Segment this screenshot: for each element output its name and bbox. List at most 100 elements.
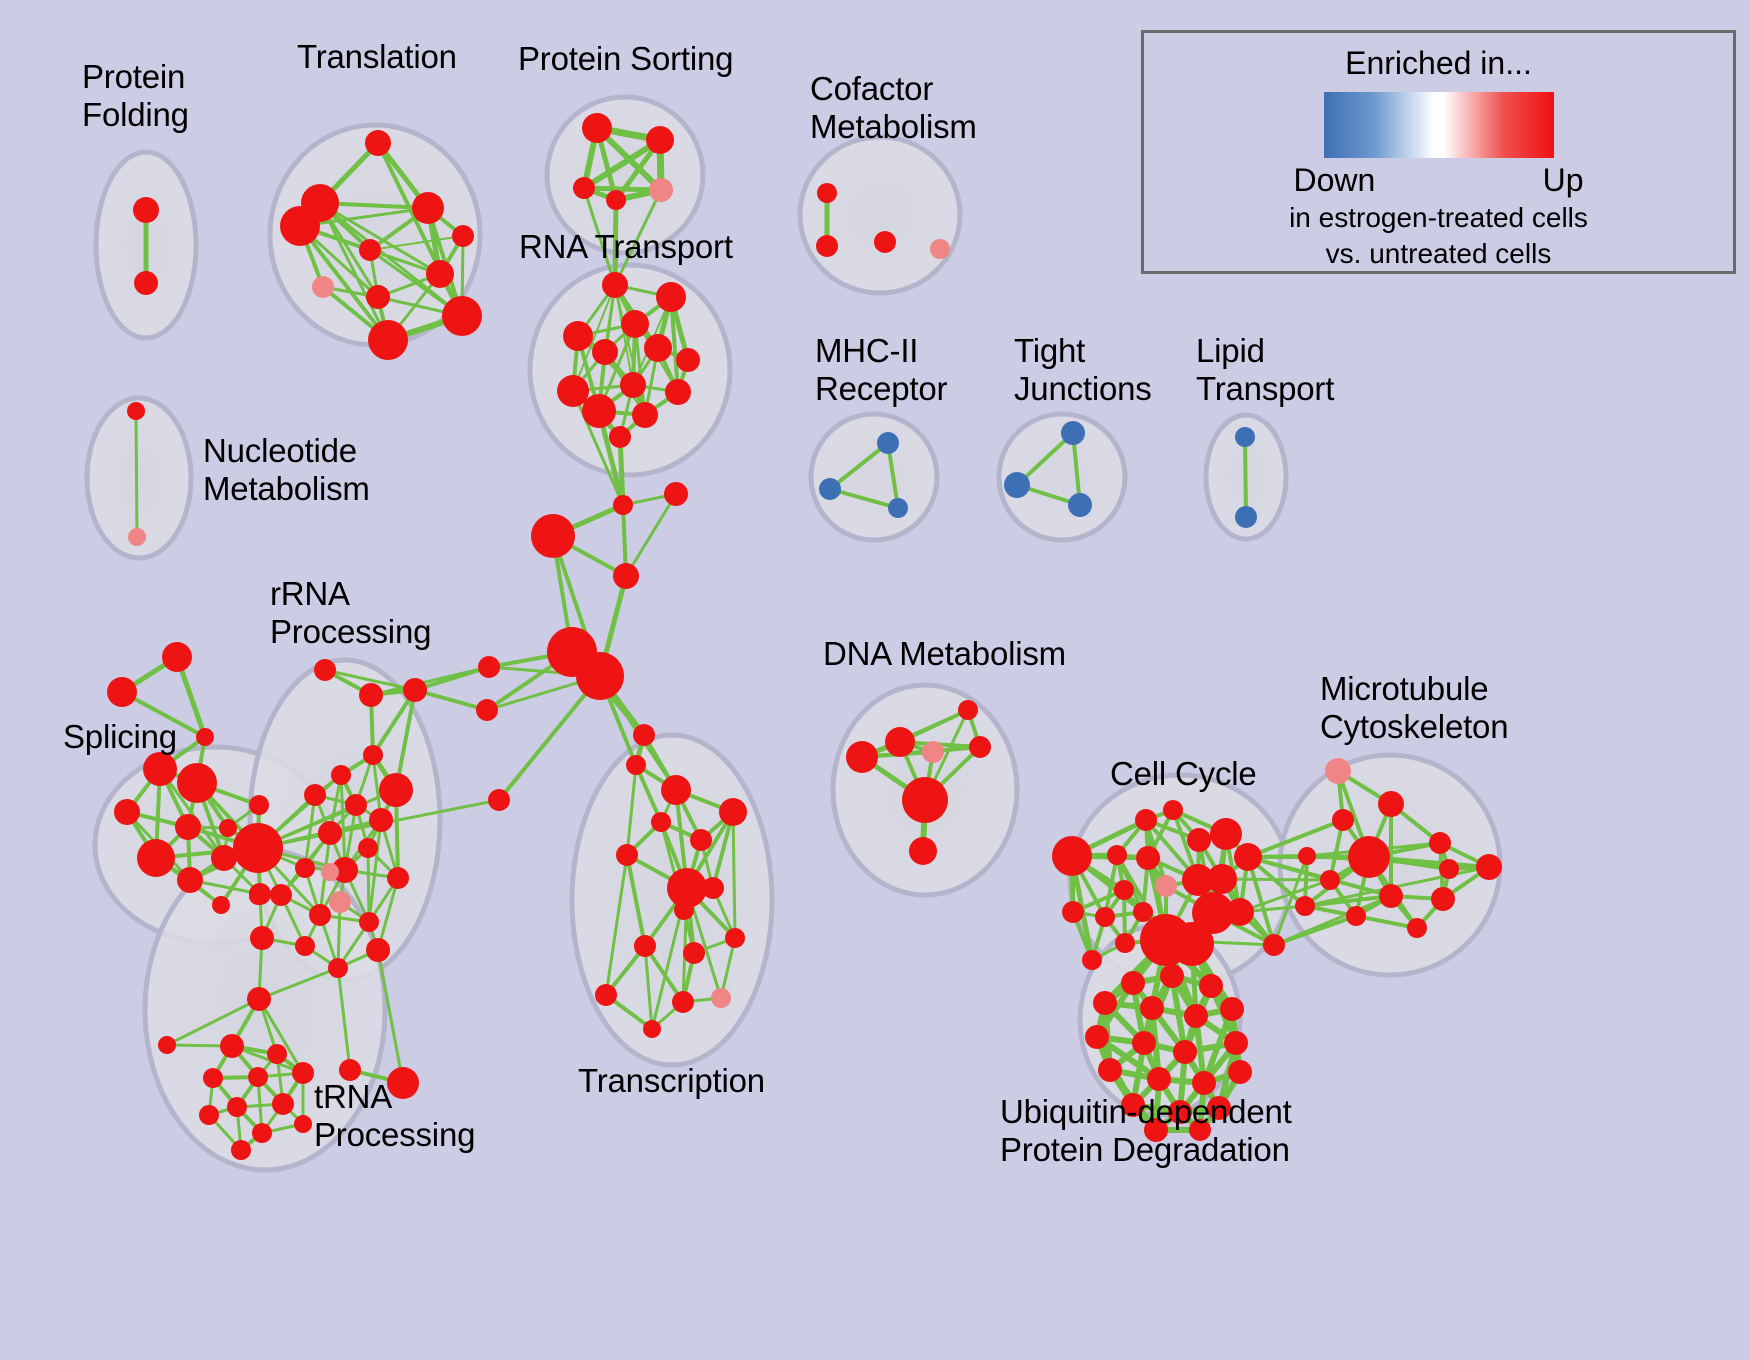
network-node[interactable] <box>676 348 700 372</box>
network-node[interactable] <box>661 775 691 805</box>
network-node[interactable] <box>576 652 624 700</box>
network-node[interactable] <box>162 642 192 672</box>
network-node[interactable] <box>649 178 673 202</box>
network-node[interactable] <box>711 988 731 1008</box>
network-node[interactable] <box>368 320 408 360</box>
network-node[interactable] <box>665 379 691 405</box>
network-node[interactable] <box>366 285 390 309</box>
network-node[interactable] <box>633 724 655 746</box>
network-node[interactable] <box>158 1036 176 1054</box>
network-node[interactable] <box>634 935 656 957</box>
network-node[interactable] <box>922 741 944 763</box>
network-node[interactable] <box>1182 864 1214 896</box>
network-node[interactable] <box>1220 997 1244 1021</box>
network-node[interactable] <box>267 1044 287 1064</box>
network-node[interactable] <box>651 812 671 832</box>
network-node[interactable] <box>874 231 896 253</box>
network-node[interactable] <box>196 728 214 746</box>
network-node[interactable] <box>563 321 593 351</box>
network-node[interactable] <box>1155 875 1177 897</box>
network-node[interactable] <box>969 736 991 758</box>
network-node[interactable] <box>1144 1118 1168 1142</box>
network-node[interactable] <box>592 339 618 365</box>
network-node[interactable] <box>1004 472 1030 498</box>
network-node[interactable] <box>725 928 745 948</box>
network-node[interactable] <box>359 239 381 261</box>
network-node[interactable] <box>328 958 348 978</box>
network-node[interactable] <box>1147 1067 1171 1091</box>
network-node[interactable] <box>1226 898 1254 926</box>
network-node[interactable] <box>626 755 646 775</box>
network-node[interactable] <box>1115 933 1135 953</box>
network-node[interactable] <box>1379 884 1403 908</box>
network-node[interactable] <box>644 334 672 362</box>
network-node[interactable] <box>358 838 378 858</box>
network-node[interactable] <box>143 752 177 786</box>
network-node[interactable] <box>1178 928 1206 956</box>
network-node[interactable] <box>345 794 367 816</box>
network-node[interactable] <box>387 867 409 889</box>
network-node[interactable] <box>294 1115 312 1133</box>
network-node[interactable] <box>369 808 393 832</box>
network-node[interactable] <box>1085 1025 1109 1049</box>
network-node[interactable] <box>312 276 334 298</box>
network-node[interactable] <box>531 514 575 558</box>
network-node[interactable] <box>683 942 705 964</box>
network-node[interactable] <box>128 528 146 546</box>
network-node[interactable] <box>1378 791 1404 817</box>
network-node[interactable] <box>667 868 707 908</box>
network-node[interactable] <box>1235 506 1257 528</box>
network-node[interactable] <box>309 904 331 926</box>
network-node[interactable] <box>331 765 351 785</box>
network-node[interactable] <box>1429 832 1451 854</box>
network-node[interactable] <box>582 394 616 428</box>
network-node[interactable] <box>212 896 230 914</box>
network-node[interactable] <box>107 677 137 707</box>
network-node[interactable] <box>114 799 140 825</box>
network-node[interactable] <box>557 375 589 407</box>
network-node[interactable] <box>885 727 915 757</box>
network-node[interactable] <box>1173 1040 1197 1064</box>
network-node[interactable] <box>582 113 612 143</box>
network-node[interactable] <box>643 1020 661 1038</box>
network-node[interactable] <box>387 1067 419 1099</box>
network-node[interactable] <box>817 183 837 203</box>
network-node[interactable] <box>702 877 724 899</box>
network-node[interactable] <box>1476 854 1502 880</box>
network-node[interactable] <box>363 745 383 765</box>
network-node[interactable] <box>339 1059 361 1081</box>
network-node[interactable] <box>1224 1031 1248 1055</box>
network-node[interactable] <box>1184 1004 1208 1028</box>
network-node[interactable] <box>134 271 158 295</box>
network-node[interactable] <box>930 239 950 259</box>
network-node[interactable] <box>1439 859 1459 879</box>
network-node[interactable] <box>819 478 841 500</box>
network-node[interactable] <box>211 845 237 871</box>
network-node[interactable] <box>1192 892 1234 934</box>
network-node[interactable] <box>616 844 638 866</box>
network-node[interactable] <box>1136 846 1160 870</box>
network-node[interactable] <box>620 372 646 398</box>
network-node[interactable] <box>656 282 686 312</box>
network-node[interactable] <box>1346 906 1366 926</box>
network-node[interactable] <box>249 795 269 815</box>
network-node[interactable] <box>272 1093 294 1115</box>
network-node[interactable] <box>1093 991 1117 1015</box>
network-node[interactable] <box>621 310 649 338</box>
network-node[interactable] <box>674 900 694 920</box>
network-node[interactable] <box>220 1034 244 1058</box>
network-node[interactable] <box>488 789 510 811</box>
network-node[interactable] <box>233 823 283 873</box>
network-node[interactable] <box>1235 427 1255 447</box>
network-node[interactable] <box>1192 1071 1216 1095</box>
network-node[interactable] <box>1187 828 1211 852</box>
network-node[interactable] <box>365 130 391 156</box>
network-node[interactable] <box>1114 880 1134 900</box>
network-node[interactable] <box>203 1068 223 1088</box>
network-node[interactable] <box>1168 1100 1192 1124</box>
network-node[interactable] <box>1210 818 1242 850</box>
network-node[interactable] <box>304 784 326 806</box>
network-node[interactable] <box>249 887 267 905</box>
network-node[interactable] <box>690 829 712 851</box>
network-node[interactable] <box>359 683 383 707</box>
